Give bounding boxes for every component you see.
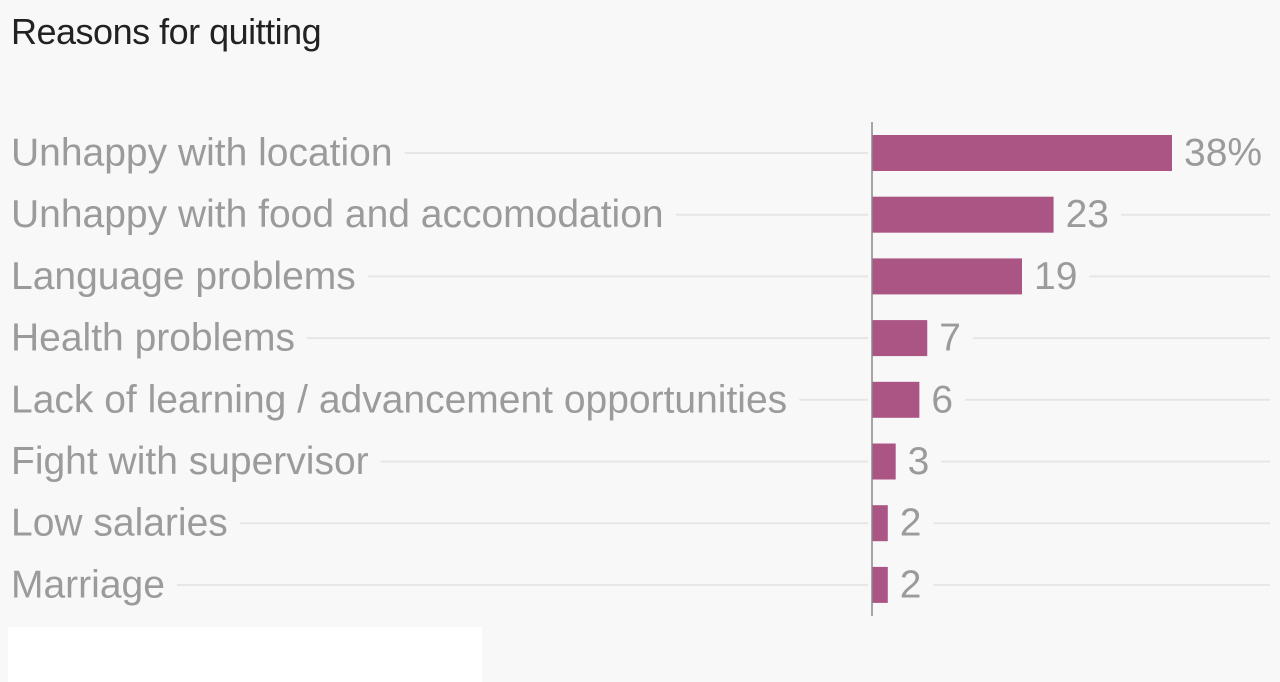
value-label: 2 — [900, 502, 922, 545]
category-label: Unhappy with location — [11, 132, 393, 175]
value-label: 3 — [908, 440, 930, 483]
chart-title: Reasons for quitting — [11, 11, 322, 52]
bar — [872, 320, 928, 357]
category-label: Low salaries — [11, 502, 228, 545]
value-label: 2 — [900, 563, 922, 606]
value-label: 19 — [1034, 255, 1077, 298]
category-label: Marriage — [11, 563, 165, 606]
bar — [872, 566, 888, 603]
bar — [872, 443, 896, 480]
category-label: Fight with supervisor — [11, 440, 369, 483]
bar — [872, 135, 1172, 171]
bar — [872, 196, 1054, 233]
bar — [872, 381, 920, 418]
value-label: 7 — [939, 317, 961, 360]
bar-chart: Unhappy with location 38% Unhappy with foo… — [11, 122, 1270, 616]
category-label: Language problems — [11, 255, 356, 298]
chart-rows: Unhappy with location 38% Unhappy with foo… — [11, 132, 1270, 606]
bar — [872, 258, 1022, 295]
bar — [872, 505, 888, 542]
value-label: 38% — [1184, 132, 1262, 175]
value-label: 23 — [1066, 193, 1109, 236]
category-label: Health problems — [11, 317, 295, 360]
category-label: Lack of learning / advancement opportuni… — [11, 378, 787, 421]
blank-panel — [8, 627, 482, 682]
value-label: 6 — [931, 378, 953, 421]
category-label: Unhappy with food and accomodation — [11, 193, 664, 236]
